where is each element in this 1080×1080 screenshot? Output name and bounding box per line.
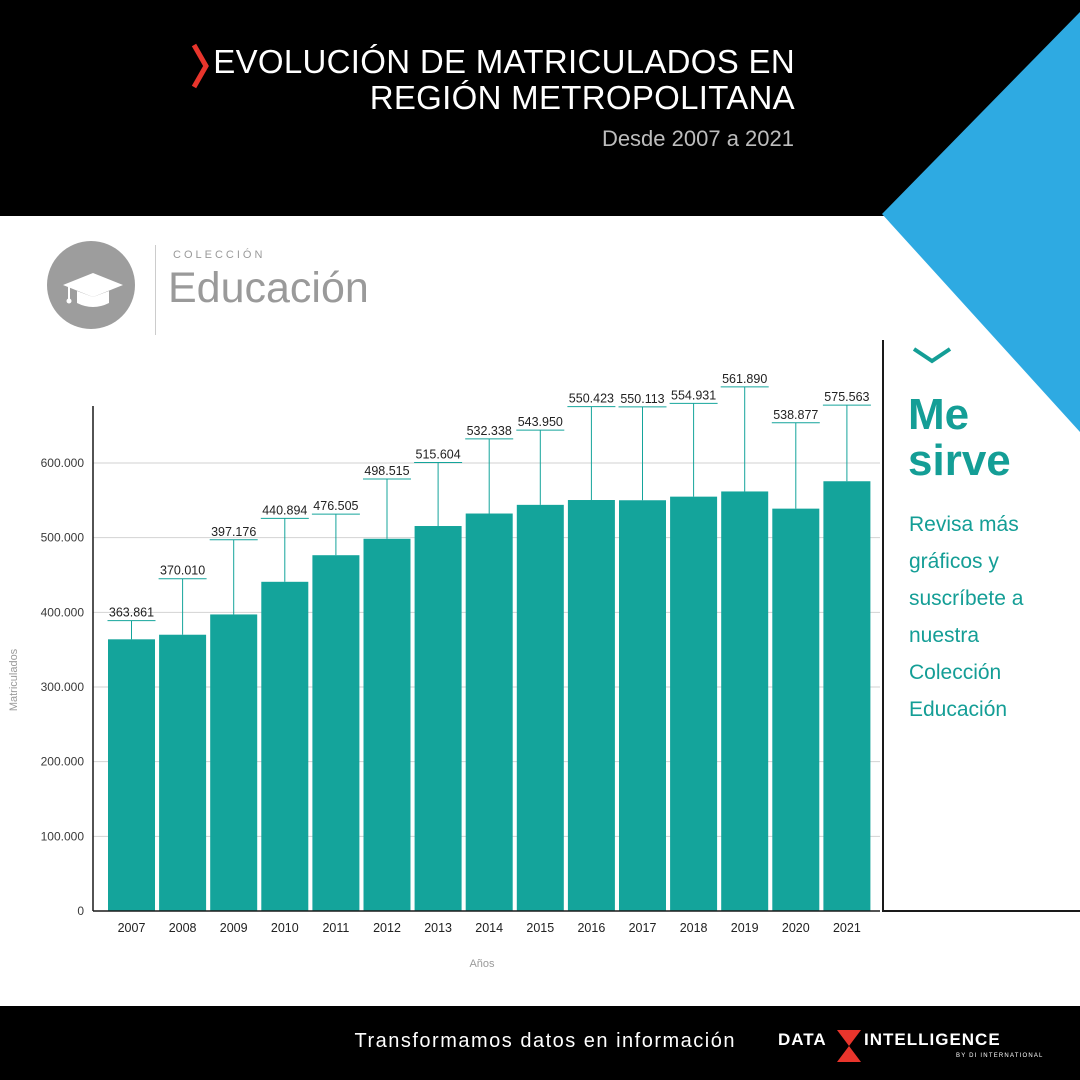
x-tick-label: 2016 [577,921,605,935]
sidebar-divider [882,340,884,912]
chevron-down-icon [912,347,952,364]
x-tick-label: 2010 [271,921,299,935]
x-tick-label: 2011 [322,921,349,935]
bar [619,500,666,911]
x-tick-label: 2017 [629,921,657,935]
cta-line: nuestra [909,624,980,647]
y-tick-label: 0 [77,904,84,918]
bar [823,481,871,911]
x-tick-label: 2009 [220,921,248,935]
data-label: 476.505 [313,499,358,513]
x-tick-label: 2020 [782,921,810,935]
me-sirve-heading: Me sirve [908,392,1011,484]
bar [159,634,207,911]
page-title: EVOLUCIÓN DE MATRICULADOS EN REGIÓN METR… [213,44,795,116]
data-label: 397.176 [211,525,256,539]
bar [465,513,513,911]
collection-label-small: COLECCIÓN [173,249,266,261]
x-tick-label: 2012 [373,921,401,935]
me-sirve-line-1: Me [908,390,970,439]
logo-word-data: DATA [778,1030,827,1049]
bar [670,496,718,911]
collection-label-big: Educación [168,264,369,312]
enrollment-bar-chart: 0 100.000 200.000 300.000 400.000 500.000 600.… [8,372,880,970]
y-tick-label: 200.000 [41,755,85,769]
sidebar-baseline [882,910,1080,912]
collection-badge [47,241,135,329]
logo-subtitle: BY DI INTERNATIONAL [956,1053,1044,1059]
blue-corner-decoration [882,12,1080,432]
bar [210,614,258,911]
x-axis-title: Años [469,958,495,970]
footer-bar [0,1006,1080,1080]
x-tick-label: 2007 [118,921,146,935]
logo-word-intelligence: INTELLIGENCE [864,1030,1001,1049]
data-intelligence-logo: DATA INTELLIGENCE BY DI INTERNATIONAL [778,1030,1048,1064]
bar [567,500,615,911]
bar [721,491,769,911]
data-label: 515.604 [416,448,461,462]
data-label: 543.950 [518,415,563,429]
data-label: 550.113 [620,392,664,406]
title-line-2: REGIÓN METROPOLITANA [369,79,795,116]
y-tick-label: 400.000 [41,605,85,619]
bar [772,508,820,911]
data-label: 538.877 [773,408,818,422]
collection-divider [155,245,156,335]
x-tick-label: 2019 [731,921,759,935]
hourglass-logo-icon [837,1030,861,1062]
x-tick-label: 2015 [526,921,554,935]
y-tick-label: 300.000 [41,680,85,694]
y-tick-label: 100.000 [41,829,85,843]
x-tick-label: 2021 [833,921,861,935]
cta-line: gráficos y [909,550,999,573]
data-label: 561.890 [722,372,767,386]
data-label: 370.010 [160,564,205,578]
cta-line: Educación [909,698,1008,721]
data-label: 554.931 [671,388,716,402]
data-label: 532.338 [467,424,512,438]
data-label: 498.515 [364,464,409,478]
chevron-right-icon [191,43,209,89]
page-subtitle: Desde 2007 a 2021 [601,126,794,151]
title-line-1: EVOLUCIÓN DE MATRICULADOS EN [213,43,795,80]
x-tick-label: 2018 [680,921,708,935]
header-banner [0,0,1080,216]
footer-tagline: Transformamos datos en información [354,1030,736,1052]
cta-line: Revisa más [909,513,1019,536]
me-sirve-line-2: sirve [908,436,1011,485]
data-label: 440.894 [262,503,307,517]
x-tick-label: 2014 [475,921,503,935]
bar [312,555,360,911]
data-label: 363.861 [109,606,154,620]
y-tick-label: 600.000 [41,456,85,470]
x-tick-label: 2013 [424,921,452,935]
cta-line: Colección [909,661,1002,684]
bar [108,639,155,911]
graduation-cap-icon [63,273,123,307]
data-label: 550.423 [569,392,614,406]
y-tick-label: 500.000 [41,531,85,545]
bar [414,526,462,911]
subscribe-cta-text: Revisa más gráficos y suscríbete a nuest… [909,506,1074,728]
y-axis-title: Matriculados [8,648,20,711]
cta-line: suscríbete a [909,587,1024,610]
bar [516,504,564,911]
bar [363,538,411,911]
x-tick-label: 2008 [169,921,197,935]
data-label: 575.563 [824,390,869,404]
bar [261,581,309,911]
